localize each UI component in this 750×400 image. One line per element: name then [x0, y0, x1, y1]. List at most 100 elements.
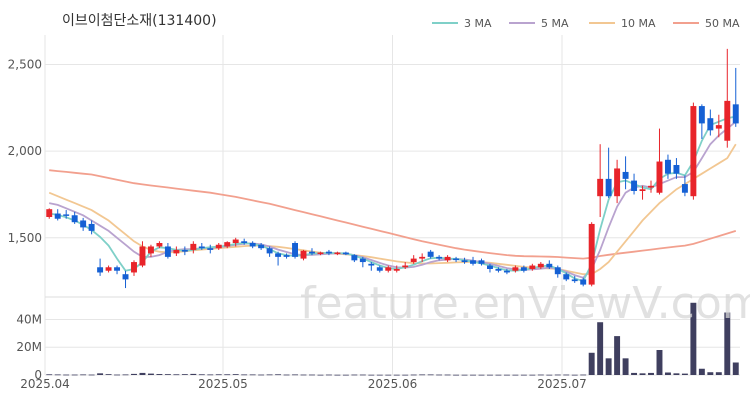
candle-body [232, 239, 239, 243]
moving-averages [48, 115, 737, 283]
price-axis: 1,500 2,000 2,500 [8, 57, 42, 244]
legend-label: 3 MA [464, 17, 492, 30]
candle-body [461, 260, 468, 263]
candle [97, 258, 104, 276]
volume-bar [503, 374, 510, 376]
candle [453, 256, 460, 263]
volume-bar [639, 373, 646, 375]
candle-body [715, 125, 722, 129]
volume-bar [309, 374, 315, 376]
volume-bar [698, 368, 705, 375]
grid-lines [44, 35, 740, 376]
candle-body [351, 255, 358, 261]
candle-body [88, 223, 95, 231]
candle [342, 251, 349, 256]
candle-body [97, 267, 104, 273]
ma5-line [49, 121, 737, 279]
candle-body [147, 246, 154, 254]
date-tick-label: 2025.05 [198, 377, 248, 391]
date-tick-label: 2025.04 [20, 377, 70, 391]
volume-bar [198, 374, 205, 376]
volume-bar [292, 374, 298, 376]
candle [622, 156, 629, 190]
ma10-line [48, 143, 737, 276]
volume-bar [334, 374, 341, 376]
candle [571, 275, 578, 283]
volume-bar [88, 374, 95, 376]
candle [681, 175, 688, 197]
volume-bar [164, 374, 171, 375]
candle [436, 255, 443, 261]
volume-bar [470, 374, 476, 376]
candle-body [520, 267, 527, 271]
volume-bar [139, 372, 146, 375]
candle [580, 277, 587, 287]
candle-body [656, 161, 663, 193]
volume-bar [648, 372, 654, 375]
volume-bar [207, 374, 214, 376]
legend-item: 5 MA [509, 17, 569, 30]
candle [147, 244, 154, 257]
volume-bar [71, 374, 78, 376]
candle-body [537, 263, 544, 268]
candle [325, 249, 332, 256]
volume-bar [444, 374, 451, 376]
volume-bar [461, 374, 468, 376]
candle [648, 180, 654, 193]
candle [309, 248, 315, 256]
volume-bar [546, 374, 553, 376]
volume-bar [54, 374, 61, 376]
candle-body [156, 243, 163, 247]
price-tick-label: 2,500 [8, 57, 42, 71]
volume-bar [614, 336, 621, 375]
candle [258, 243, 265, 250]
candle-body [580, 279, 587, 285]
candle [190, 241, 197, 254]
candle [376, 265, 383, 273]
candle [181, 246, 188, 256]
candle [537, 262, 544, 269]
candle [402, 262, 409, 269]
candle-body [63, 214, 70, 216]
candle-body [444, 256, 451, 261]
candle [385, 265, 392, 273]
volume-bar [114, 374, 121, 376]
volume-bar [376, 374, 383, 376]
candle [88, 220, 95, 235]
candle-body [597, 178, 604, 197]
volume-bar [495, 374, 502, 376]
candle-body [359, 258, 366, 263]
candle [207, 244, 214, 254]
candle [275, 251, 282, 266]
candle-body [46, 209, 53, 217]
candle [215, 243, 222, 250]
candle-body [317, 252, 324, 255]
candle-body [122, 274, 129, 280]
candle-body [614, 168, 621, 197]
candle [393, 265, 400, 273]
candle [283, 253, 290, 259]
volume-bar [419, 374, 426, 376]
candle [707, 109, 714, 136]
volume-bar [631, 372, 638, 375]
candle [520, 265, 527, 273]
candle [368, 262, 375, 271]
candle-body [215, 244, 222, 249]
ma3-line [49, 115, 736, 283]
candle-body [563, 274, 570, 280]
candle [698, 104, 705, 139]
candle-body [114, 267, 121, 271]
legend-label: 50 MA [705, 17, 740, 30]
candle-body [588, 223, 595, 285]
candle-body [173, 249, 180, 254]
volume-tick-label: 40M [16, 312, 42, 326]
candle-body [139, 246, 146, 266]
volume-bar [478, 374, 485, 376]
volume-bar [453, 374, 460, 376]
candle-body [605, 178, 612, 197]
volume-bar [563, 374, 570, 376]
legend-label: 5 MA [541, 17, 569, 30]
volume-bar [410, 374, 417, 376]
candle-body [181, 249, 188, 252]
candle [80, 217, 87, 231]
